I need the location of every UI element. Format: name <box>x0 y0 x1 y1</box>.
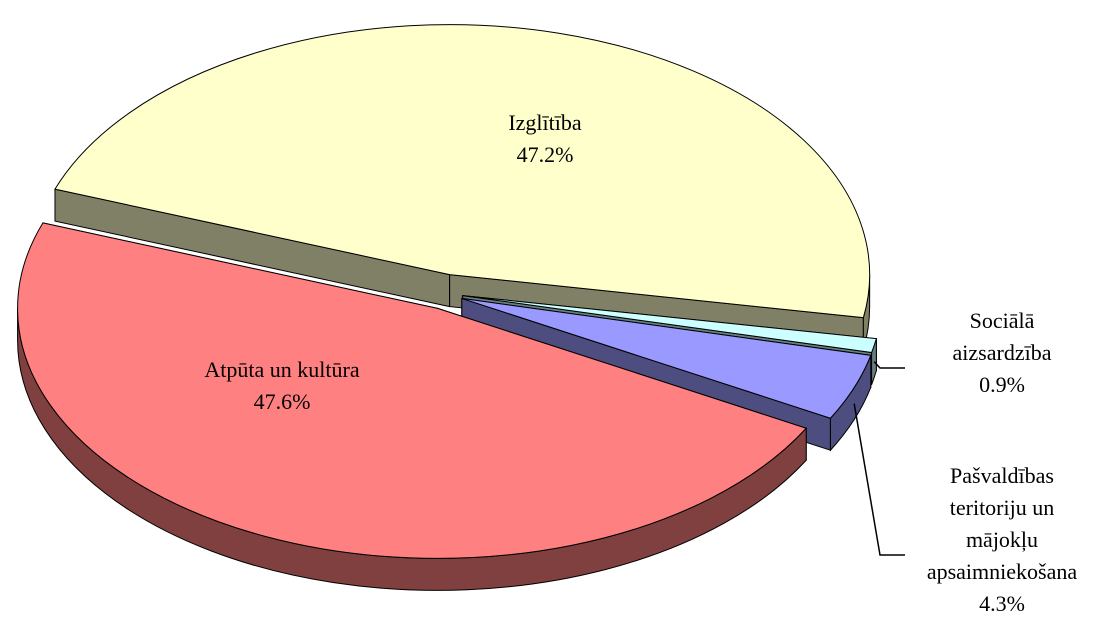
category-label: Izglītība <box>508 110 582 135</box>
leader-line <box>873 361 905 369</box>
value-label: 47.6% <box>254 389 311 414</box>
category-label: Sociālā aizsardzība <box>953 308 1052 365</box>
pie-slice <box>461 297 872 419</box>
pie-slice <box>462 295 878 354</box>
value-label: 47.2% <box>517 142 574 167</box>
slice-tops <box>17 24 878 559</box>
value-label: 0.9% <box>979 372 1025 397</box>
value-label: 4.3% <box>979 591 1025 616</box>
category-label: Pašvaldības teritoriju un mājokļu apsaimnie… <box>927 463 1078 584</box>
category-label: Atpūta un kultūra <box>204 357 359 382</box>
leader-line <box>853 403 905 556</box>
pie-slice <box>54 24 871 319</box>
pie-slice <box>17 222 808 559</box>
